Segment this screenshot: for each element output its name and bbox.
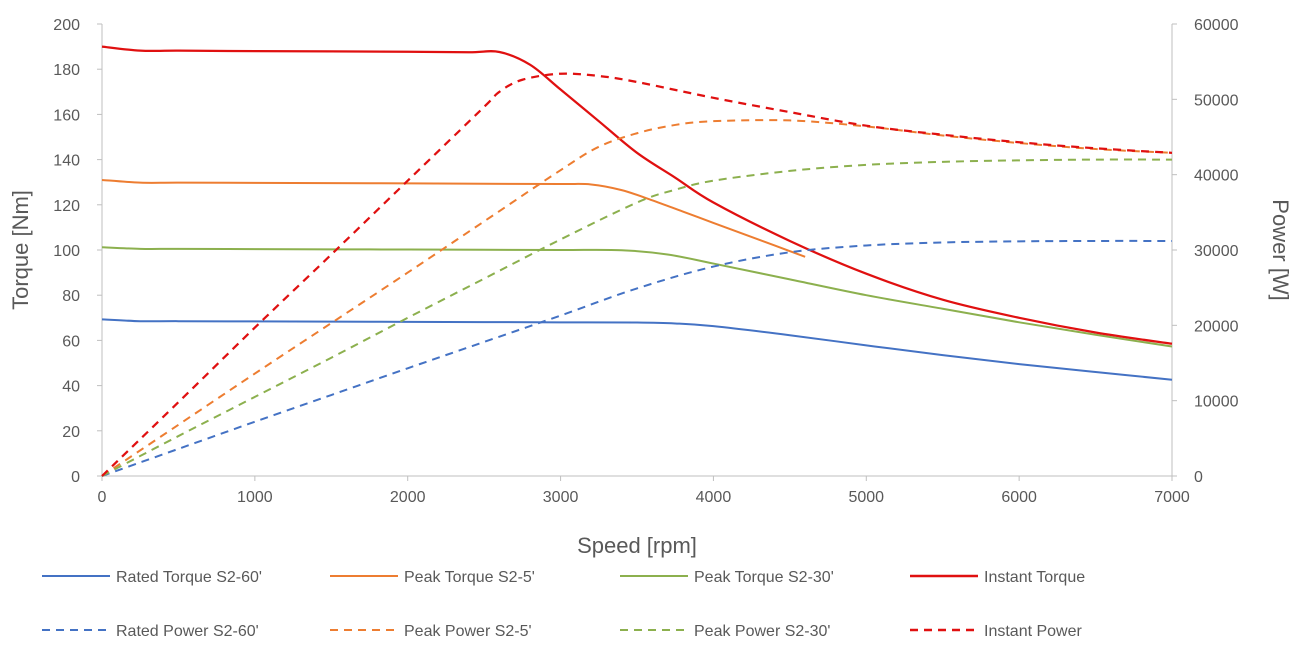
x-tick-label: 3000 (543, 489, 579, 506)
x-tick-label: 4000 (696, 489, 732, 506)
y-right-tick-label: 10000 (1194, 394, 1239, 411)
series-line-rated-torque-s2-60 (101, 318, 1173, 381)
x-tick-label: 1000 (237, 489, 273, 506)
y-left-tick-label: 0 (71, 469, 80, 486)
x-tick-label: 5000 (848, 489, 884, 506)
series-line-instant-power (101, 72, 1173, 477)
legend-label-peak-power-s2-5: Peak Power S2-5' (404, 623, 532, 640)
series-line-rated-power-s2-60 (101, 239, 1173, 477)
y-right-tick-label: 20000 (1194, 318, 1239, 335)
x-tick-label: 2000 (390, 489, 426, 506)
series-line-peak-power-s2-5 (101, 119, 1173, 477)
y-right-tick-label: 0 (1194, 469, 1203, 486)
y-axis-left-title: Torque [Nm] (8, 190, 33, 310)
x-tick-label: 6000 (1001, 489, 1037, 506)
y-right-tick-label: 60000 (1194, 17, 1239, 34)
y-left-tick-label: 40 (62, 379, 80, 396)
y-left-tick-label: 180 (53, 62, 80, 79)
series-line-peak-power-s2-30 (101, 158, 1173, 477)
legend: Rated Torque S2-60' Peak Torque S2-5' Peak… (42, 569, 1085, 640)
x-axis-title: Speed [rpm] (577, 533, 697, 558)
y-left-tick-label: 200 (53, 17, 80, 34)
y-left-tick-label: 60 (62, 333, 80, 350)
legend-label-rated-torque-s2-60: Rated Torque S2-60' (116, 569, 262, 586)
axes: 0 1000 2000 3000 4000 5000 6000 700002040608010… (53, 17, 1238, 506)
series-line-peak-torque-s2-30 (101, 246, 1173, 348)
legend-label-peak-power-s2-30: Peak Power S2-30' (694, 623, 830, 640)
y-right-tick-label: 50000 (1194, 92, 1239, 109)
x-tick-label: 0 (98, 489, 107, 506)
y-left-tick-label: 140 (53, 153, 80, 170)
legend-label-instant-power: Instant Power (984, 623, 1083, 640)
legend-label-peak-torque-s2-5: Peak Torque S2-5' (404, 569, 535, 586)
y-axis-right-title: Power [W] (1268, 199, 1293, 300)
y-left-tick-label: 120 (53, 198, 80, 215)
y-right-tick-label: 40000 (1194, 168, 1239, 185)
x-tick-label: 7000 (1154, 489, 1190, 506)
legend-label-instant-torque: Instant Torque (984, 569, 1085, 586)
legend-label-peak-torque-s2-30: Peak Torque S2-30' (694, 569, 834, 586)
y-left-tick-label: 20 (62, 424, 80, 441)
y-right-tick-label: 30000 (1194, 243, 1239, 260)
series-line-instant-torque (101, 45, 1173, 345)
series-line-peak-torque-s2-5 (101, 178, 806, 258)
series-group (101, 45, 1173, 477)
y-left-tick-label: 160 (53, 107, 80, 124)
y-left-tick-label: 100 (53, 243, 80, 260)
y-left-tick-label: 80 (62, 288, 80, 305)
legend-label-rated-power-s2-60: Rated Power S2-60' (116, 623, 259, 640)
